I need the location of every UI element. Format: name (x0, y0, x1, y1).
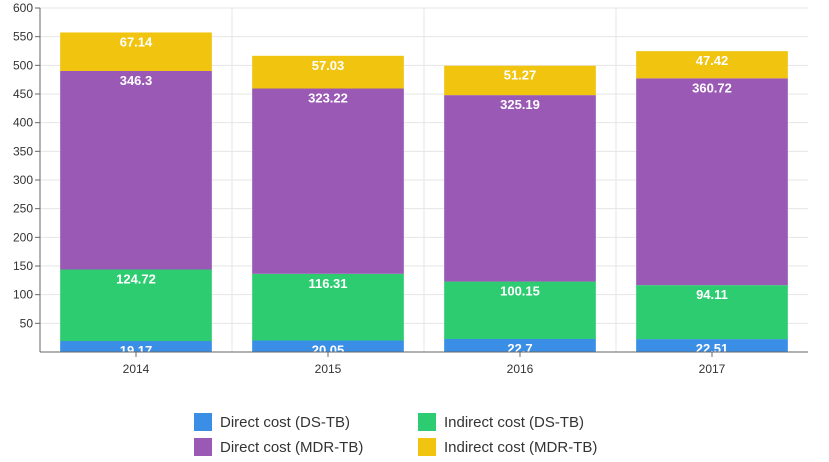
y-tick-label: 550 (13, 30, 33, 44)
legend-swatch (194, 413, 212, 431)
data-label: 94.11 (696, 287, 728, 302)
x-tick-label: 2016 (507, 362, 534, 376)
bar-segment (636, 78, 788, 286)
bar-segment (636, 339, 788, 352)
data-label: 124.72 (116, 272, 156, 287)
bar-segment (252, 273, 404, 341)
y-tick-label: 400 (13, 116, 33, 130)
legend-label: Indirect cost (MDR-TB) (444, 439, 597, 456)
data-label: 57.03 (312, 58, 345, 73)
data-label: 100.15 (500, 284, 540, 299)
data-label: 346.3 (120, 73, 153, 88)
y-tick-label: 450 (13, 87, 33, 101)
bar-segment (252, 88, 404, 274)
y-tick-label: 600 (13, 1, 33, 15)
legend-swatch (418, 413, 436, 431)
bar-segment (444, 95, 596, 282)
data-label: 116.31 (308, 276, 347, 291)
legend-label: Direct cost (DS-TB) (220, 414, 350, 431)
bar-segment (60, 269, 212, 342)
bars (60, 32, 788, 352)
bar-segment (252, 340, 404, 352)
data-label: 47.42 (696, 53, 729, 68)
x-axis-ticks: 2014 2015 2016 2017 (123, 352, 726, 376)
bar-segment (636, 51, 788, 79)
legend-swatch (194, 438, 212, 456)
bar-segment (60, 70, 212, 270)
y-tick-label: 200 (13, 230, 33, 244)
y-tick-label: 250 (13, 202, 33, 216)
y-tick-label: 100 (13, 288, 33, 302)
data-labels: 19.17 124.72 346.3 67.14 20.05 116.31 323.22 57… (116, 34, 732, 358)
bar-segment (444, 338, 596, 352)
legend-label: Indirect cost (DS-TB) (444, 414, 584, 431)
bar-segment (60, 32, 212, 71)
bar-segment (636, 285, 788, 340)
y-tick-label: 350 (13, 144, 33, 158)
data-label: 51.27 (504, 68, 537, 83)
data-label: 19.17 (120, 343, 153, 358)
data-label: 325.19 (500, 97, 540, 112)
bar-segment (444, 65, 596, 96)
y-tick-label: 150 (13, 259, 33, 273)
x-tick-label: 2017 (699, 362, 726, 376)
legend: Direct cost (DS-TB) Indirect cost (DS-TB)… (194, 413, 597, 456)
x-tick-label: 2014 (123, 362, 150, 376)
y-tick-label: 50 (20, 316, 34, 330)
bar-segment (252, 55, 404, 89)
legend-label: Direct cost (MDR-TB) (220, 439, 363, 456)
bar-segment (60, 341, 212, 352)
y-axis-ticks: 50 100 150 200 250 300 350 400 450 500 550 600 (13, 1, 40, 330)
y-tick-label: 300 (13, 173, 33, 187)
bar-segment (444, 281, 596, 339)
data-label: 20.05 (312, 343, 345, 358)
data-label: 323.22 (308, 91, 348, 106)
legend-swatch (418, 438, 436, 456)
data-label: 67.14 (120, 34, 153, 49)
y-tick-label: 500 (13, 58, 33, 72)
x-tick-label: 2015 (315, 362, 342, 376)
data-label: 360.72 (692, 80, 732, 95)
